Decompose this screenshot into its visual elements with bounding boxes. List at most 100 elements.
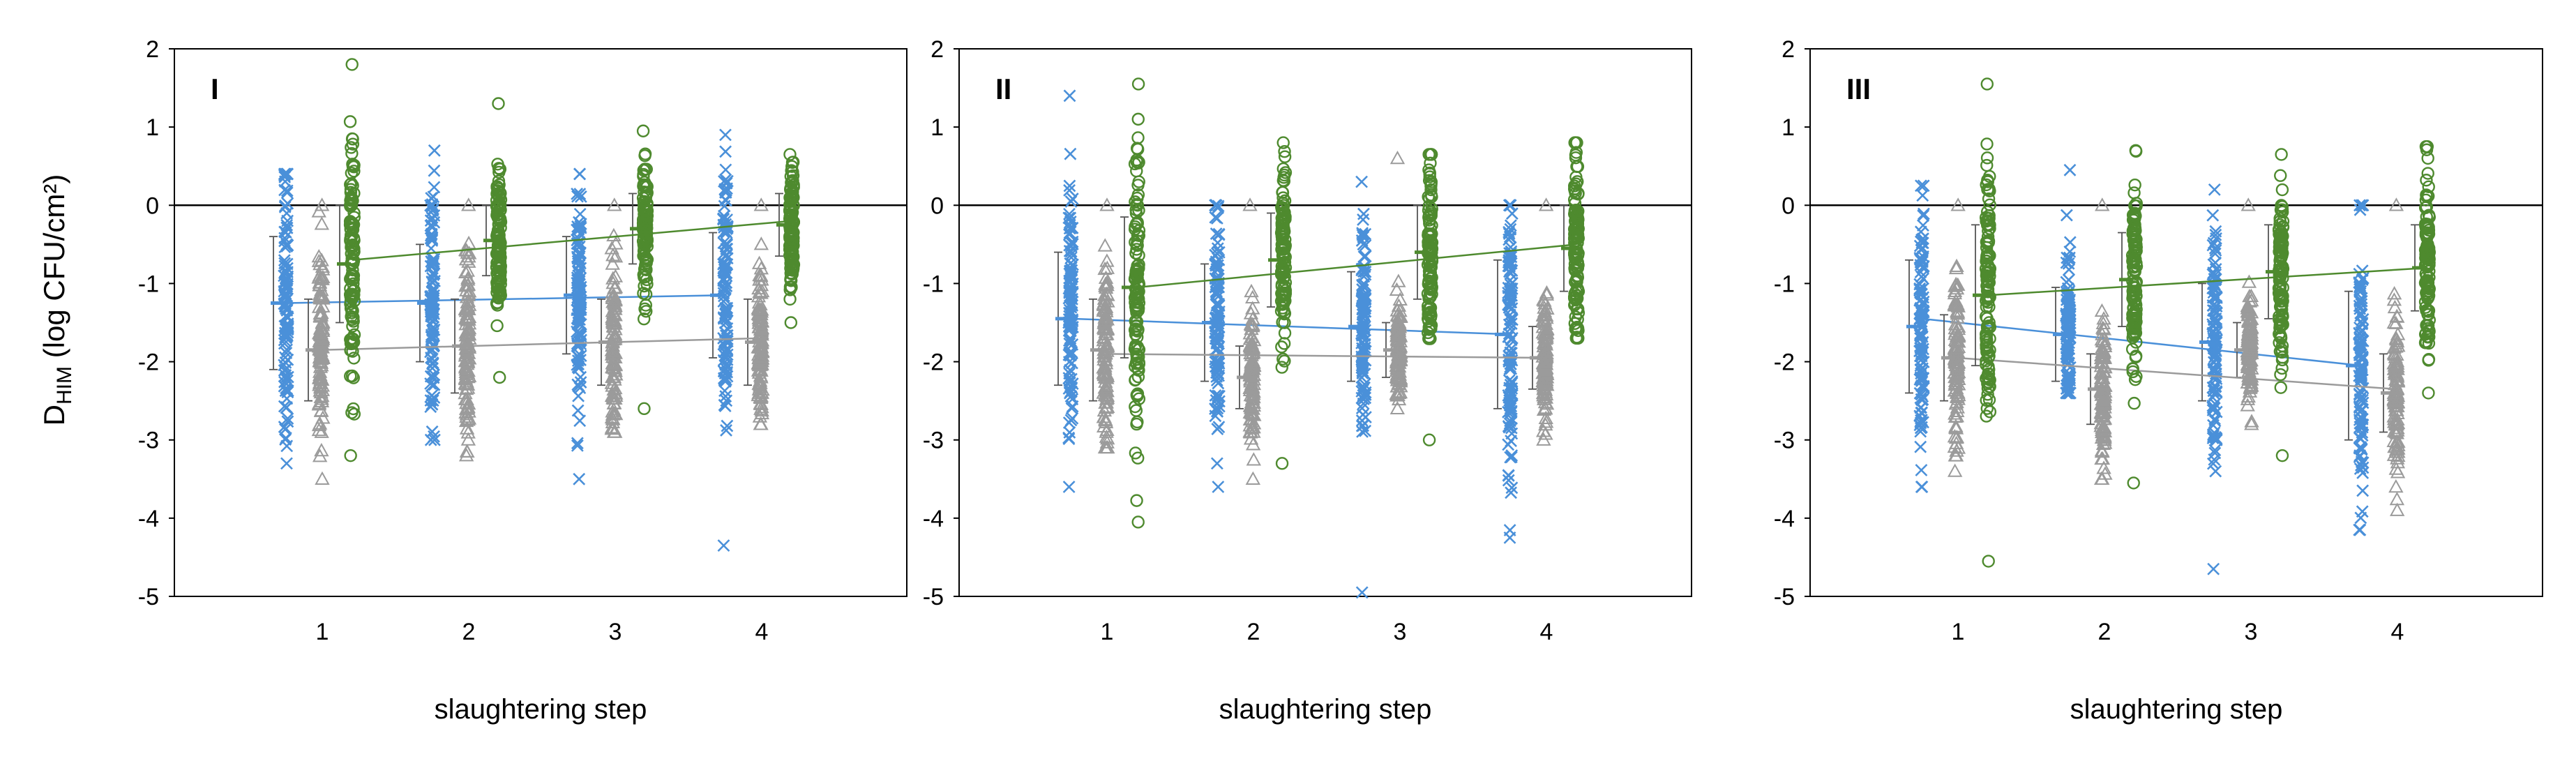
data-point-x — [574, 338, 587, 351]
data-point-x — [2063, 236, 2077, 249]
data-point-triangle — [2388, 197, 2404, 211]
data-point-triangle — [312, 277, 327, 291]
data-point-circle — [638, 302, 651, 316]
data-point-circle — [2126, 252, 2139, 266]
data-point-circle — [1982, 260, 1995, 273]
data-point-circle — [1424, 175, 1438, 188]
data-point-x — [574, 220, 587, 233]
data-point-triangle — [753, 296, 768, 310]
data-point-triangle — [606, 227, 622, 242]
data-point-x — [573, 326, 587, 340]
data-point-x — [2356, 352, 2370, 365]
data-point-triangle — [458, 364, 474, 378]
data-point-circle — [1424, 286, 1437, 300]
data-point-triangle — [2386, 409, 2402, 423]
data-point-triangle — [1537, 377, 1553, 391]
data-point-triangle — [1392, 359, 1407, 373]
data-point-x — [1915, 328, 1928, 341]
data-point-triangle — [754, 283, 770, 298]
data-point-triangle — [458, 301, 474, 315]
data-point-triangle — [2387, 299, 2403, 314]
data-point-x — [1359, 250, 1372, 263]
data-point-triangle — [1948, 448, 1963, 462]
data-point-circle — [1982, 351, 1995, 364]
plot-frame — [958, 48, 1692, 597]
data-point-x — [428, 433, 441, 446]
data-point-x — [1505, 247, 1517, 259]
data-point-x — [1915, 243, 1928, 257]
data-point-triangle — [2097, 393, 2112, 408]
data-point-circle — [2419, 326, 2433, 340]
data-point-x — [2356, 467, 2370, 479]
data-point-x — [2206, 326, 2220, 340]
data-point-x — [426, 358, 439, 370]
data-point-circle — [2275, 183, 2289, 197]
data-point-circle — [1424, 309, 1438, 322]
series-x — [269, 128, 734, 552]
data-point-circle — [640, 213, 654, 227]
data-point-x — [2206, 209, 2220, 222]
data-point-x — [2353, 285, 2367, 299]
data-point-triangle — [1948, 276, 1964, 290]
data-point-x — [571, 276, 584, 289]
data-point-triangle — [315, 471, 330, 485]
data-point-triangle — [751, 382, 767, 395]
data-point-x — [2061, 311, 2074, 324]
data-point-x — [1917, 381, 1930, 394]
data-point-x — [2210, 386, 2223, 399]
data-point-triangle — [1099, 197, 1115, 211]
data-point-circle — [639, 270, 652, 284]
data-point-x — [1063, 183, 1076, 197]
data-point-triangle — [1245, 401, 1261, 415]
data-point-triangle — [607, 197, 622, 211]
x-tick-label: 3 — [1394, 619, 1407, 645]
data-point-triangle — [1537, 300, 1552, 314]
data-point-circle — [2275, 449, 2289, 462]
data-point-triangle — [2096, 460, 2111, 474]
data-point-triangle — [2386, 433, 2402, 447]
trend-line — [320, 337, 761, 351]
data-point-x — [1914, 440, 1927, 453]
data-point-circle — [783, 280, 797, 294]
data-point-circle — [1131, 370, 1145, 384]
data-point-x — [1066, 193, 1079, 206]
data-point-circle — [2126, 362, 2139, 375]
data-point-triangle — [1099, 399, 1114, 413]
data-point-circle — [1982, 192, 1996, 206]
data-point-triangle — [2387, 439, 2402, 453]
data-point-triangle — [1099, 275, 1115, 289]
data-point-circle — [2419, 335, 2433, 348]
data-point-circle — [2130, 336, 2143, 349]
data-point-triangle — [1389, 386, 1404, 400]
data-point-circle — [637, 268, 650, 281]
data-point-triangle — [311, 299, 327, 313]
data-point-circle — [1276, 162, 1290, 176]
data-point-circle — [2273, 212, 2287, 225]
data-point-circle — [2421, 167, 2434, 180]
data-point-circle — [1423, 170, 1436, 183]
data-point-circle — [638, 243, 651, 257]
data-point-x — [1064, 334, 1077, 347]
data-point-x — [1064, 211, 1077, 225]
data-point-x — [1914, 301, 1927, 315]
data-point-circle — [490, 193, 504, 207]
data-point-x — [2353, 326, 2366, 340]
data-point-circle — [2275, 361, 2289, 375]
data-point-x — [2062, 301, 2075, 313]
data-point-x — [278, 254, 291, 267]
data-point-circle — [1567, 292, 1581, 305]
data-point-circle — [2273, 251, 2287, 264]
data-point-x — [717, 338, 730, 351]
data-point-circle — [1278, 150, 1292, 163]
y-tick-label: -1 — [138, 271, 159, 297]
trend-line — [1956, 356, 2397, 391]
trend-line — [1105, 353, 1546, 359]
data-point-triangle — [605, 285, 620, 299]
data-point-circle — [1425, 202, 1438, 216]
data-point-x — [1063, 226, 1076, 239]
y-tick-label: -2 — [138, 349, 159, 376]
data-point-circle — [2273, 292, 2287, 306]
data-point-circle — [1981, 270, 1994, 283]
data-point-circle — [1128, 323, 1142, 337]
data-point-triangle — [1096, 296, 1111, 310]
